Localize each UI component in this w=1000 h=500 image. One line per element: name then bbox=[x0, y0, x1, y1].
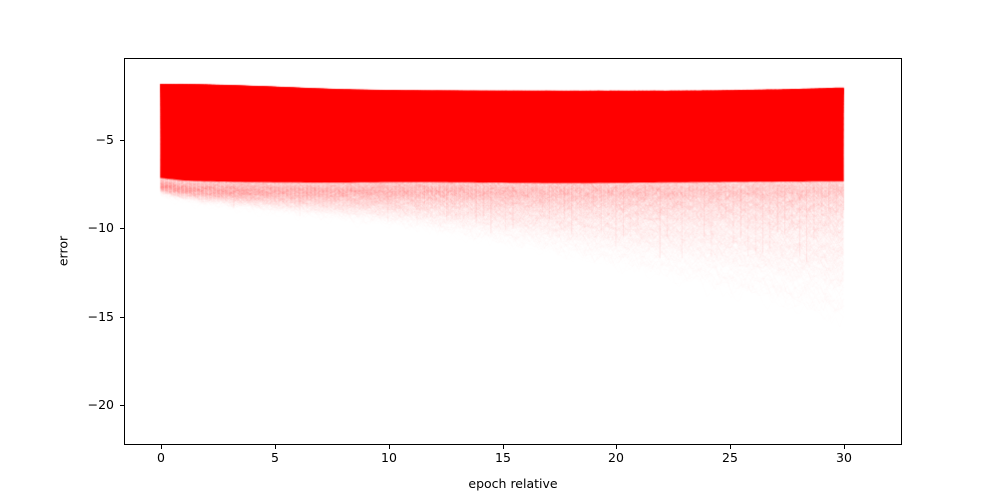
x-tick-label-2: 10 bbox=[381, 450, 397, 465]
y-axis-label: error bbox=[55, 235, 71, 267]
y-tick-3 bbox=[120, 405, 124, 406]
y-tick-0 bbox=[120, 140, 124, 141]
y-tick-label-1: −10 bbox=[87, 220, 114, 236]
x-tick-1 bbox=[275, 445, 276, 449]
error-curves-canvas bbox=[125, 59, 901, 444]
y-tick-label-2: −15 bbox=[87, 309, 114, 325]
y-tick-2 bbox=[120, 317, 124, 318]
x-tick-label-0: 0 bbox=[157, 450, 165, 465]
y-tick-1 bbox=[120, 228, 124, 229]
x-tick-5 bbox=[730, 445, 731, 449]
x-tick-4 bbox=[616, 445, 617, 449]
x-axis-label: epoch relative bbox=[468, 476, 558, 491]
x-tick-label-5: 25 bbox=[722, 450, 738, 465]
x-tick-label-6: 30 bbox=[836, 450, 852, 465]
x-tick-0 bbox=[161, 445, 162, 449]
x-tick-6 bbox=[844, 445, 845, 449]
x-tick-label-1: 5 bbox=[271, 450, 279, 465]
x-tick-3 bbox=[503, 445, 504, 449]
plot-axes bbox=[124, 58, 902, 445]
x-tick-2 bbox=[389, 445, 390, 449]
y-tick-label-3: −20 bbox=[87, 397, 114, 413]
y-tick-label-0: −5 bbox=[95, 132, 114, 148]
x-tick-label-3: 15 bbox=[495, 450, 511, 465]
x-tick-label-4: 20 bbox=[608, 450, 624, 465]
